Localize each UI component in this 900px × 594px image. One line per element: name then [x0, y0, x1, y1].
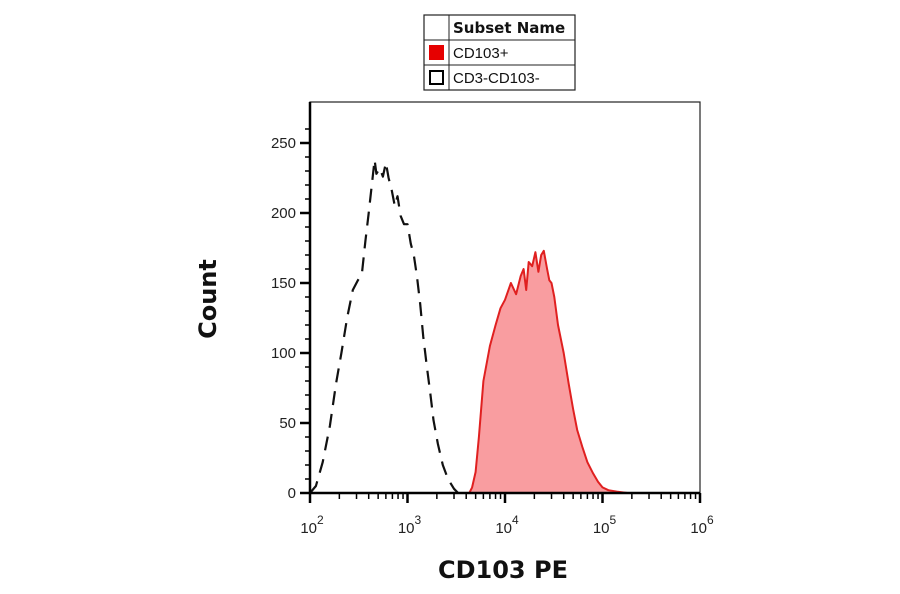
x-tick-label: 105 — [593, 513, 617, 537]
y-tick-label: 200 — [271, 205, 296, 222]
y-tick-label: 100 — [271, 345, 296, 362]
y-tick-label: 250 — [271, 135, 296, 152]
series-fill-cd103-pos — [310, 250, 700, 493]
y-tick-label: 50 — [279, 415, 296, 432]
legend-entry-label: CD103+ — [453, 45, 509, 62]
legend: Subset Name CD103+ CD3-CD103- — [423, 14, 576, 91]
legend-header: Subset Name — [453, 19, 565, 37]
series-layer — [309, 158, 700, 494]
series-line-cd3-cd103-neg — [309, 158, 459, 494]
x-tick-label: 102 — [300, 513, 324, 537]
x-tick-label: 106 — [690, 513, 714, 537]
y-axis-title: Count — [194, 259, 222, 339]
legend-entry-label: CD3-CD103- — [453, 70, 540, 87]
y-tick-label: 150 — [271, 275, 296, 292]
legend-swatch-cd3-cd103-neg — [429, 70, 444, 85]
axes-layer: 0 50 100 150 200 250 102 103 104 105 106 — [271, 102, 714, 537]
x-tick-label: 103 — [398, 513, 422, 537]
legend-swatch-cd103-pos — [429, 45, 444, 60]
series-line-cd103-pos — [310, 249, 700, 494]
y-tick-label: 0 — [288, 485, 296, 502]
x-axis-title: CD103 PE — [438, 556, 568, 584]
x-tick-label: 104 — [495, 513, 519, 537]
